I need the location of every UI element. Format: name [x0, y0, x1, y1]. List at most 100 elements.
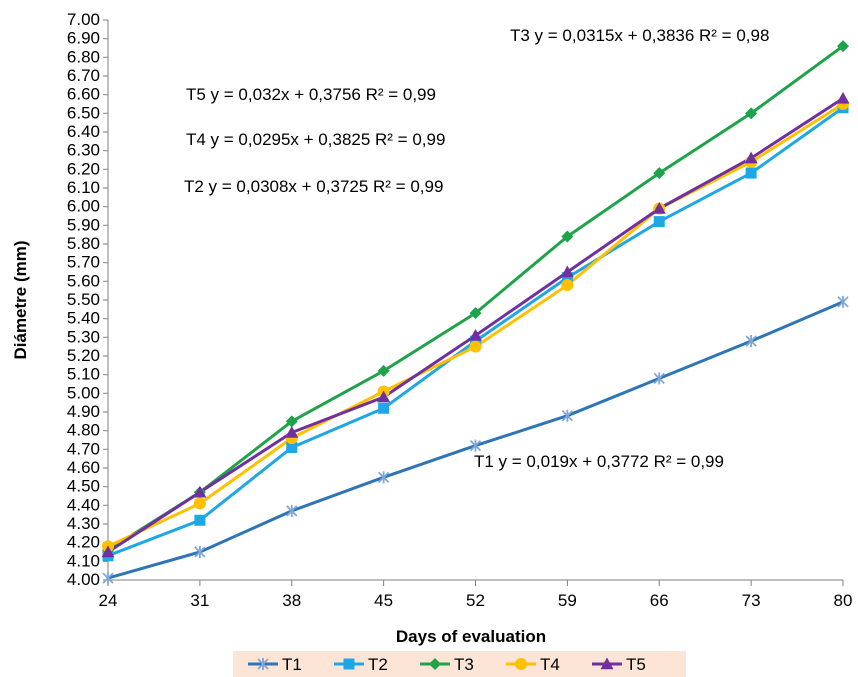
data-point-t5 — [193, 485, 207, 498]
y-tick-label: 7.00 — [67, 10, 100, 29]
data-point-t2 — [194, 514, 206, 526]
data-point-t5 — [377, 390, 391, 403]
data-point-t1 — [837, 295, 849, 308]
data-point-t2 — [286, 441, 298, 453]
data-point-t2 — [745, 167, 757, 179]
annotations: T3 y = 0,0315x + 0,3836 R² = 0,98 T5 y =… — [184, 26, 769, 471]
y-tick-label: 5.70 — [67, 253, 100, 272]
data-point-t4 — [469, 340, 482, 353]
y-tick-label: 5.40 — [67, 309, 100, 328]
y-tick-label: 6.00 — [67, 197, 100, 216]
data-point-t2 — [653, 216, 665, 228]
y-tick-label: 4.10 — [67, 551, 100, 570]
series-line-t3 — [107, 44, 844, 552]
data-point-t5 — [744, 151, 758, 164]
annotation-t5: T5 y = 0,032x + 0,3756 R² = 0,99 — [186, 85, 436, 104]
data-point-t5 — [469, 328, 482, 341]
data-point-t5 — [285, 426, 299, 438]
y-tick-label: 5.80 — [67, 234, 100, 253]
x-tick-label: 80 — [834, 591, 853, 610]
y-axis-title: Diámetre (mm) — [11, 240, 30, 359]
legend-swatch-marker — [600, 657, 614, 670]
x-tick-label: 73 — [742, 591, 761, 610]
data-point-t3 — [745, 107, 758, 120]
legend: T1 T2 T3 T4 T5 — [233, 651, 686, 677]
data-point-t1 — [745, 335, 757, 348]
y-tick-label: 5.90 — [67, 215, 100, 234]
y-tick-label: 6.20 — [67, 159, 100, 178]
y-tick-label: 6.90 — [67, 29, 100, 48]
y-tick-label: 5.20 — [67, 346, 100, 365]
y-tick-label: 4.60 — [67, 458, 100, 477]
data-point-t4 — [561, 279, 574, 292]
y-tick-label: 6.50 — [67, 103, 100, 122]
y-tick-label: 4.20 — [67, 533, 100, 552]
series-markers — [101, 40, 850, 585]
y-tick-label: 5.50 — [67, 290, 100, 309]
legend-swatch-marker — [429, 658, 441, 670]
data-point-t5 — [652, 202, 666, 214]
y-tick-label: 4.70 — [67, 439, 100, 458]
legend-swatch-marker — [257, 658, 269, 670]
data-point-t3 — [561, 230, 574, 243]
x-tick-label: 45 — [374, 591, 393, 610]
data-point-t3 — [653, 167, 666, 180]
y-tick-label: 6.10 — [67, 178, 100, 197]
data-point-t1 — [469, 439, 482, 452]
legend-swatch-marker — [515, 658, 527, 670]
y-tick-label: 4.30 — [67, 514, 100, 533]
y-ticks: 4.004.104.204.304.404.504.604.704.804.90… — [67, 10, 108, 589]
x-tick-label: 31 — [190, 591, 209, 610]
legend-item-t2: T2 — [334, 655, 388, 674]
data-point-t3 — [469, 307, 482, 320]
axes — [107, 20, 843, 581]
legend-items: T1 T2 T3 T4 T5 — [248, 655, 646, 674]
y-tick-label: 5.10 — [67, 365, 100, 384]
y-tick-label: 4.40 — [67, 495, 100, 514]
y-tick-label: 4.00 — [67, 570, 100, 589]
x-tick-label: 24 — [99, 591, 118, 610]
legend-label: T1 — [282, 655, 302, 674]
legend-label: T4 — [540, 655, 560, 674]
annotation-t1: T1 y = 0,019x + 0,3772 R² = 0,99 — [474, 452, 724, 471]
data-point-t1 — [194, 546, 206, 558]
data-point-t4 — [193, 497, 206, 510]
y-tick-label: 4.50 — [67, 477, 100, 496]
series-line-t5 — [107, 97, 844, 554]
data-point-t1 — [286, 504, 298, 517]
y-tick-label: 6.30 — [67, 141, 100, 160]
data-point-t1 — [377, 471, 390, 484]
y-tick-label: 5.00 — [67, 383, 100, 402]
x-tick-label: 59 — [558, 591, 577, 610]
data-point-t5 — [836, 91, 850, 104]
data-point-t2 — [378, 402, 390, 414]
data-point-t1 — [653, 372, 665, 385]
x-tick-label: 38 — [282, 591, 301, 610]
data-point-t5 — [560, 265, 574, 278]
legend-item-t4: T4 — [506, 655, 560, 674]
data-point-t3 — [837, 40, 849, 53]
y-tick-label: 5.60 — [67, 271, 100, 290]
data-point-t3 — [285, 415, 298, 428]
legend-item-t3: T3 — [420, 655, 474, 674]
x-tick-label: 66 — [650, 591, 669, 610]
data-point-t5 — [101, 545, 115, 558]
y-tick-label: 5.30 — [67, 327, 100, 346]
y-tick-label: 4.80 — [67, 421, 100, 440]
y-tick-label: 6.40 — [67, 122, 100, 141]
annotation-t3: T3 y = 0,0315x + 0,3836 R² = 0,98 — [510, 26, 769, 45]
annotation-t4: T4 y = 0,0295x + 0,3825 R² = 0,99 — [186, 130, 445, 149]
legend-label: T2 — [368, 655, 388, 674]
data-point-t1 — [102, 572, 114, 585]
y-tick-label: 4.90 — [67, 402, 100, 421]
legend-label: T5 — [626, 655, 646, 674]
data-point-t2 — [561, 272, 573, 284]
data-point-t3 — [377, 364, 390, 377]
data-point-t1 — [561, 409, 574, 422]
y-tick-label: 6.70 — [67, 66, 100, 85]
y-tick-label: 6.80 — [67, 47, 100, 66]
legend-swatch-marker — [343, 658, 355, 670]
legend-item-t1: T1 — [248, 655, 302, 674]
legend-item-t5: T5 — [592, 655, 646, 674]
